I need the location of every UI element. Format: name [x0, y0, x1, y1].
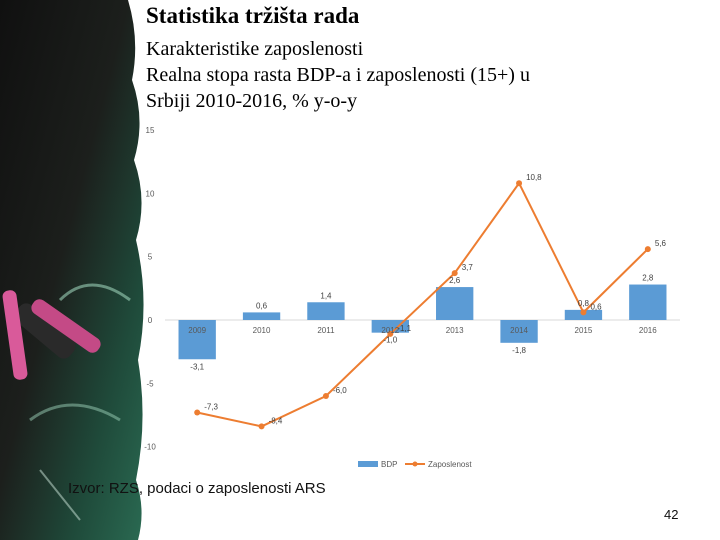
slide-title: Statistika tržišta rada	[146, 3, 360, 28]
bar-bdp-2012	[371, 320, 409, 333]
x-category-label: 2015	[575, 326, 593, 335]
bar-bdp-data-label: 1,4	[320, 291, 332, 300]
line-employment	[196, 181, 649, 428]
point-employment-2014	[516, 180, 523, 187]
bar-bdp-data-label: -1,0	[383, 336, 397, 345]
point-employment-2015	[580, 309, 587, 316]
legend-employment-marker	[412, 461, 418, 467]
page-number: 42	[664, 507, 679, 522]
point-employment-2011	[322, 393, 329, 399]
chart-title-line-2: Srbiji 2010-2016, % y-o-y	[146, 90, 358, 112]
point-employment-2010	[258, 423, 265, 430]
y-tick-label: 5	[148, 253, 153, 262]
chart-title-line-1: Realna stopa rasta BDP-a i zaposlenosti …	[146, 64, 530, 86]
bar-bdp-data-label: -1,8	[512, 346, 526, 355]
legend-bdp-label: BDP	[381, 460, 397, 469]
x-category-label: 2012	[381, 326, 399, 335]
y-tick-label: -10	[144, 443, 156, 452]
bar-bdp-2009	[178, 320, 216, 360]
legend-bdp-swatch	[358, 461, 378, 467]
point-employment-2016	[644, 246, 651, 253]
x-category-label: 2016	[639, 326, 657, 335]
chart-legend: BDP Zaposlenost	[358, 460, 472, 469]
bar-bdp-data-label: 2,6	[449, 276, 461, 285]
point-employment-data-label: -1,1	[397, 324, 411, 333]
point-employment-data-label: 3,7	[462, 263, 474, 272]
bar-bdp-2011	[307, 302, 345, 320]
bar-bdp-2016	[629, 284, 667, 320]
point-employment-data-label: -6,0	[333, 386, 347, 395]
bar-bdp-2013	[436, 287, 474, 320]
x-category-label: 2013	[446, 326, 464, 335]
chalkboard-image	[0, 0, 144, 540]
point-employment-data-label: 5,6	[655, 239, 667, 248]
point-employment-2013	[451, 270, 458, 277]
chalkboard-decoration	[0, 0, 150, 540]
slide-subtitle: Karakteristike zaposlenosti	[146, 38, 364, 60]
y-tick-label: 0	[148, 316, 153, 325]
x-category-label: 2011	[317, 326, 335, 335]
bar-bdp-2014	[500, 320, 538, 343]
slide-title-block: Statistika tržišta rada Karakteristike z…	[146, 2, 530, 114]
y-tick-label: 15	[146, 126, 155, 135]
x-category-label: 2009	[188, 326, 206, 335]
point-employment-data-label: -8,4	[269, 416, 283, 425]
point-employment-2009	[194, 409, 201, 416]
point-employment-data-label: 10,8	[526, 173, 542, 182]
y-tick-label: 10	[146, 189, 155, 198]
source-note: Izvor: RZS, podaci o zaposlenosti ARS	[68, 480, 326, 497]
bar-bdp-data-label: 2,8	[642, 274, 654, 283]
bar-bdp-data-label: 0,8	[578, 299, 590, 308]
x-category-label: 2014	[510, 326, 528, 335]
point-employment-data-label: 0,6	[590, 302, 602, 311]
bar-bdp-2010	[242, 312, 281, 320]
y-tick-label: -5	[146, 379, 154, 388]
bar-bdp-data-label: 0,6	[256, 301, 268, 310]
point-employment-2012	[387, 330, 394, 337]
bar-bdp-data-label: -3,1	[190, 362, 204, 371]
x-category-label: 2010	[253, 326, 271, 335]
legend-employment-label: Zaposlenost	[428, 460, 472, 469]
point-employment-data-label: -7,3	[204, 402, 218, 411]
